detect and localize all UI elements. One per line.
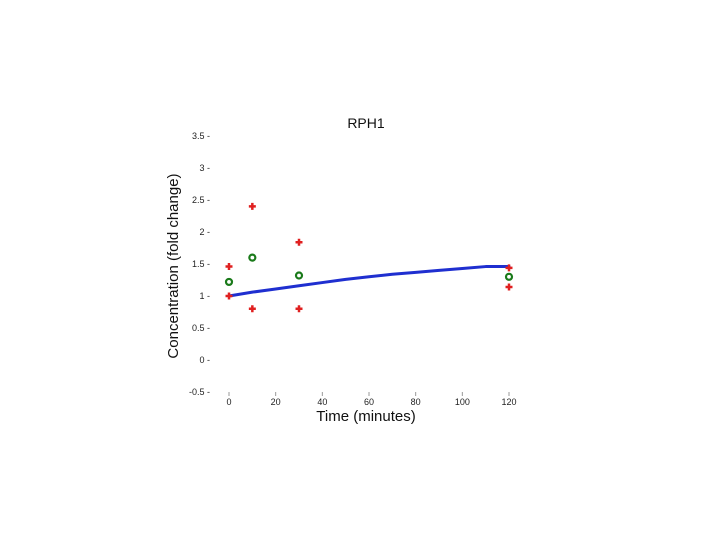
mean-point (224, 277, 234, 287)
x-tick-label: 40 (317, 397, 327, 407)
replicate-point (225, 263, 233, 271)
plot-marks (224, 202, 514, 313)
replicate-point (225, 292, 233, 300)
replicate-point (295, 305, 303, 313)
replicate-point (295, 238, 303, 246)
mean-point (504, 272, 514, 281)
y-tick-label: 3 - (199, 163, 210, 173)
mean-point (294, 271, 304, 280)
x-tick-label: 20 (271, 397, 281, 407)
y-tick-label: 2 - (199, 227, 210, 237)
x-tick-label: 80 (411, 397, 421, 407)
x-axis-ticks: 0 20 40 60 80 100 120 (226, 392, 517, 407)
y-tick-label: 0 - (199, 355, 210, 365)
replicate-point (505, 264, 513, 272)
fit-line (227, 265, 511, 298)
y-tick-label: 3.5 - (192, 131, 210, 141)
x-tick-label: 120 (501, 397, 516, 407)
x-tick-label: 0 (226, 397, 231, 407)
y-tick-label: 1.5 - (192, 259, 210, 269)
y-axis-label: Concentration (fold change) (165, 173, 182, 358)
x-tick-label: 60 (364, 397, 374, 407)
y-tick-label: 1 - (199, 291, 210, 301)
replicate-point (248, 202, 256, 210)
x-axis-label: Time (minutes) (316, 408, 415, 425)
replicate-point (248, 305, 256, 313)
y-tick-label: 0.5 - (192, 323, 210, 333)
mean-point (248, 253, 257, 262)
replicate-point (505, 283, 513, 291)
y-tick-label: 2.5 - (192, 195, 210, 205)
chart-title: RPH1 (347, 115, 385, 131)
y-axis-ticks: -0.5 - 0 - 0.5 - 1 - 1.5 - 2 - 2.5 - 3 - 3.5 - (189, 131, 210, 397)
y-tick-label: -0.5 - (189, 387, 210, 397)
x-tick-label: 100 (455, 397, 470, 407)
